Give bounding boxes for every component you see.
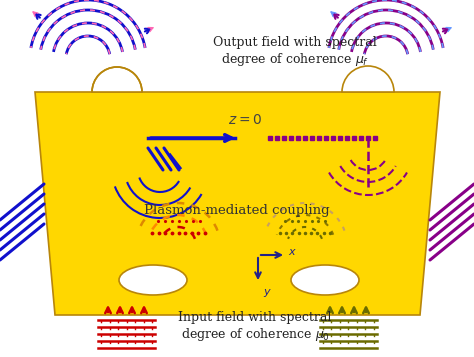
Ellipse shape: [119, 265, 187, 295]
Polygon shape: [35, 92, 440, 315]
Text: Plasmon-mediated coupling: Plasmon-mediated coupling: [144, 203, 330, 216]
Text: Input field with spectral
degree of coherence $\mu_0$: Input field with spectral degree of cohe…: [178, 311, 332, 343]
Polygon shape: [342, 66, 394, 92]
Text: $z = 0$: $z = 0$: [228, 113, 262, 127]
Text: x: x: [288, 247, 295, 257]
Polygon shape: [355, 67, 382, 92]
Text: y: y: [263, 287, 270, 297]
Polygon shape: [92, 67, 142, 92]
Text: Output field with spectral
degree of coherence $\mu_f$: Output field with spectral degree of coh…: [213, 36, 377, 68]
Polygon shape: [92, 67, 142, 92]
Ellipse shape: [291, 265, 359, 295]
